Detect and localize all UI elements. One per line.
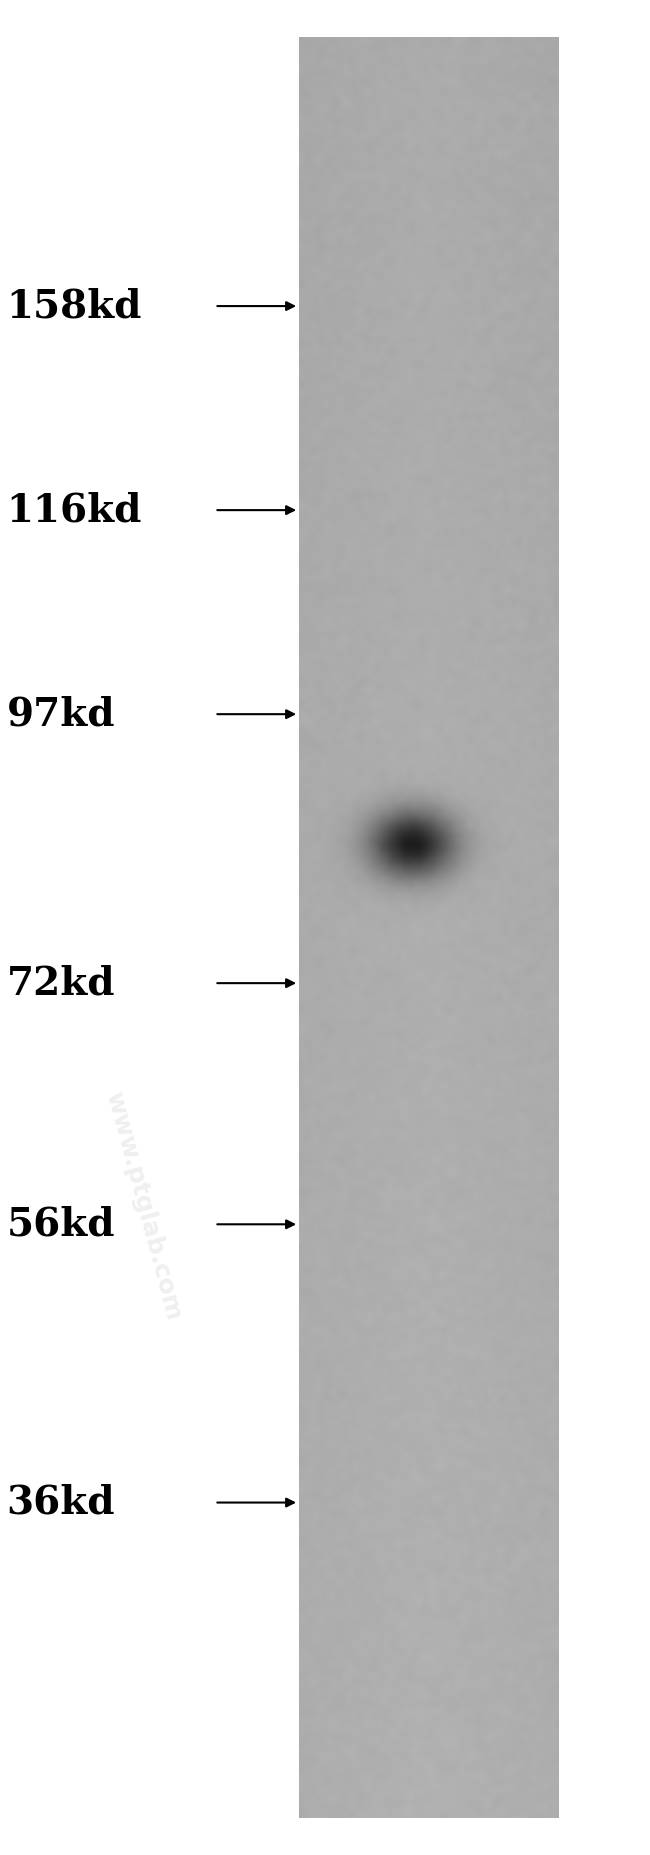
Text: 72kd: 72kd <box>6 965 115 1002</box>
Text: www.ptglab.com: www.ptglab.com <box>101 1089 185 1323</box>
Text: 97kd: 97kd <box>6 696 115 733</box>
Text: 56kd: 56kd <box>6 1206 115 1243</box>
Text: 158kd: 158kd <box>6 288 142 325</box>
Text: 116kd: 116kd <box>6 492 142 529</box>
Text: 36kd: 36kd <box>6 1484 115 1521</box>
